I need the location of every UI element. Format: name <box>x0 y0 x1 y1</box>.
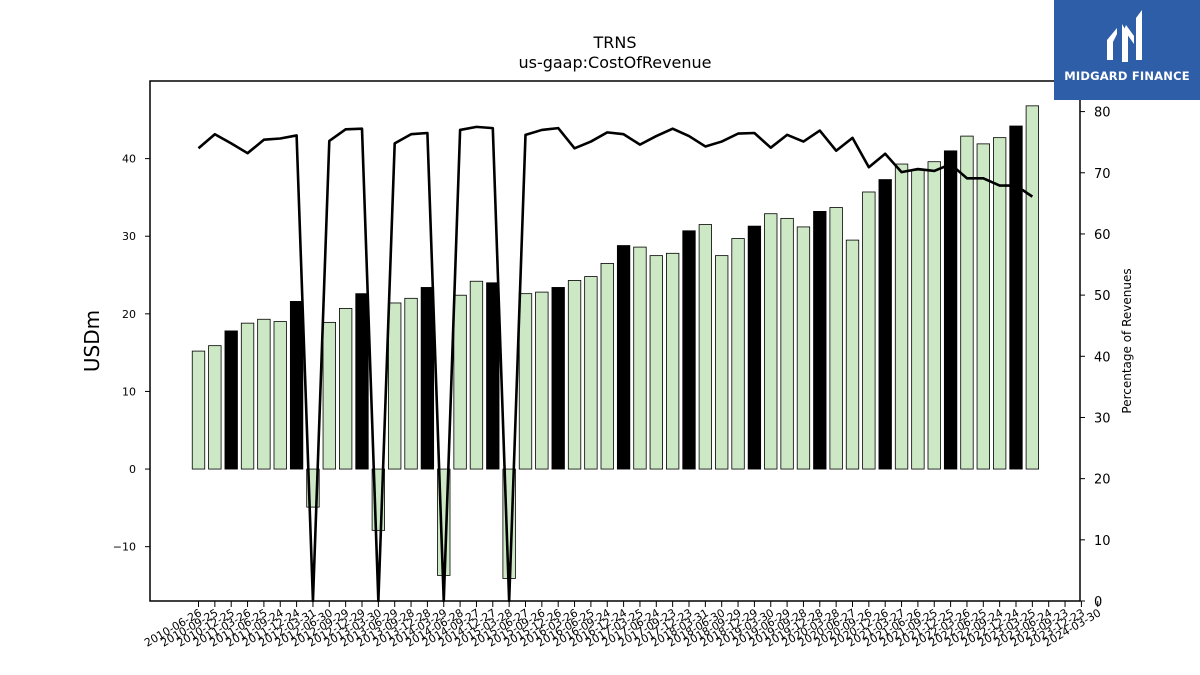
bar <box>911 169 925 470</box>
bar <box>616 245 631 470</box>
bar <box>976 143 990 470</box>
bar <box>796 226 811 470</box>
bar <box>943 150 958 470</box>
bar <box>715 255 729 470</box>
percentage-line-series <box>197 125 1034 603</box>
y2-tick-label: 20 <box>1094 473 1111 488</box>
bar <box>1009 125 1023 470</box>
bar <box>388 302 402 470</box>
bar <box>829 207 843 470</box>
bar <box>862 191 876 470</box>
y-axis: −10 0 10 20 30 40 <box>113 153 150 554</box>
bar <box>338 307 353 470</box>
bar <box>322 321 336 470</box>
bar <box>747 225 762 470</box>
bar <box>780 217 794 470</box>
bar <box>257 318 271 470</box>
chart-subtitle: us-gaap:CostOfRevenue <box>518 53 711 72</box>
y-tick-label: 40 <box>122 153 136 166</box>
bar <box>224 330 238 470</box>
y-tick-label: −10 <box>113 541 136 554</box>
y2-tick-label: 70 <box>1094 167 1111 182</box>
bar <box>289 301 304 470</box>
bar <box>993 137 1007 470</box>
y2-tick-label: 60 <box>1094 228 1111 243</box>
bar-series <box>191 105 1039 579</box>
bar <box>535 291 549 470</box>
bar <box>927 161 941 470</box>
bar <box>355 293 369 470</box>
bar <box>813 210 827 470</box>
y2-tick-label: 40 <box>1094 350 1111 365</box>
y2-axis-label: Percentage of Revenues <box>1120 268 1134 413</box>
bar <box>649 255 663 470</box>
bar <box>191 350 206 470</box>
y-tick-label: 30 <box>122 230 136 243</box>
y2-tick-label: 30 <box>1094 411 1111 426</box>
bar <box>240 322 255 470</box>
bar <box>845 239 860 470</box>
plot-frame <box>149 80 1081 602</box>
y2-tick-label: 10 <box>1094 534 1111 549</box>
y-tick-label: 10 <box>122 385 136 398</box>
bar <box>633 246 647 470</box>
x-axis: 2010-06-262010-09-252010-12-252011-03-26… <box>142 601 1103 650</box>
bar <box>208 345 222 470</box>
bar <box>567 280 582 470</box>
bar <box>551 287 565 470</box>
bar <box>666 252 680 470</box>
y2-tick-label: 80 <box>1094 106 1111 121</box>
bar <box>453 294 467 470</box>
bar <box>878 179 892 470</box>
bar <box>764 213 778 470</box>
bar <box>486 282 500 470</box>
bar <box>600 262 614 470</box>
bar <box>894 163 909 470</box>
bar <box>584 276 598 470</box>
bar <box>404 297 418 470</box>
percentage-line <box>197 125 1034 603</box>
bar <box>518 293 533 470</box>
brand-logo: MIDGARD FINANCE <box>1054 0 1200 100</box>
y-axis-label: USDm <box>80 310 104 372</box>
bar <box>960 135 974 470</box>
chart-title: TRNS <box>592 33 636 52</box>
brand-logo-text: MIDGARD FINANCE <box>1064 69 1190 83</box>
bar <box>469 280 484 470</box>
midgard-m-icon <box>1107 10 1142 62</box>
bar <box>420 287 435 470</box>
bar <box>731 238 745 470</box>
bar <box>682 230 696 470</box>
y-tick-label: 0 <box>129 463 136 476</box>
y-tick-label: 20 <box>122 308 136 321</box>
y2-tick-label: 50 <box>1094 289 1111 304</box>
bar <box>698 224 712 470</box>
bar <box>1025 105 1039 470</box>
bar <box>273 321 287 470</box>
